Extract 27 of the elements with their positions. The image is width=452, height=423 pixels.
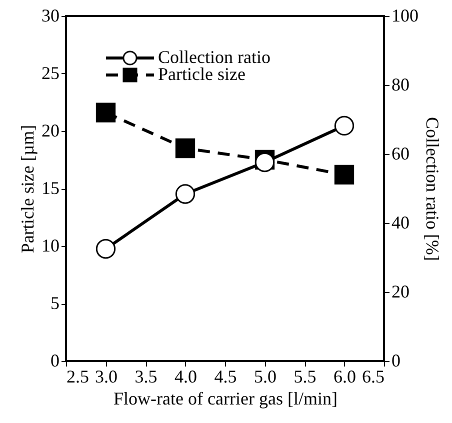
legend-label: Particle size [158,64,246,84]
x-tick-label: 5.0 [254,366,276,386]
x-axis-title: Flow-rate of carrier gas [l/min] [114,388,338,408]
x-tick-label: 2.5 [66,366,89,386]
y-tick-label: 15 [42,178,60,198]
y-tick-label: 20 [42,120,60,140]
y2-axis-title: Collection ratio [%] [422,117,442,261]
x-tick-label: 6.5 [362,366,384,386]
x-tick-label: 6.0 [334,366,356,386]
y-tick-label: 10 [42,236,60,256]
y2-tick-label: 40 [392,212,410,232]
x-tick-label: 3.5 [134,366,158,386]
y-axis-title: Particle size [µm] [18,124,38,254]
y-tick-label: 30 [42,6,60,26]
legend-label: Collection ratio [158,47,270,67]
x-tick-label: 4.0 [174,366,197,386]
y2-tick-label: 80 [392,74,410,94]
y2-tick-label: 60 [392,144,410,164]
y2-tick-label: 0 [392,350,400,370]
x-tick-label: 3.0 [95,366,118,386]
x-tick-label: 5.5 [294,366,316,386]
y2-tick-label: 100 [392,6,418,26]
y2-tick-label: 20 [392,282,410,302]
y-tick-label: 5 [50,293,60,313]
y-tick-label: 25 [42,63,60,83]
x-tick-label: 4.5 [214,366,237,386]
y-tick-label: 0 [50,350,60,370]
